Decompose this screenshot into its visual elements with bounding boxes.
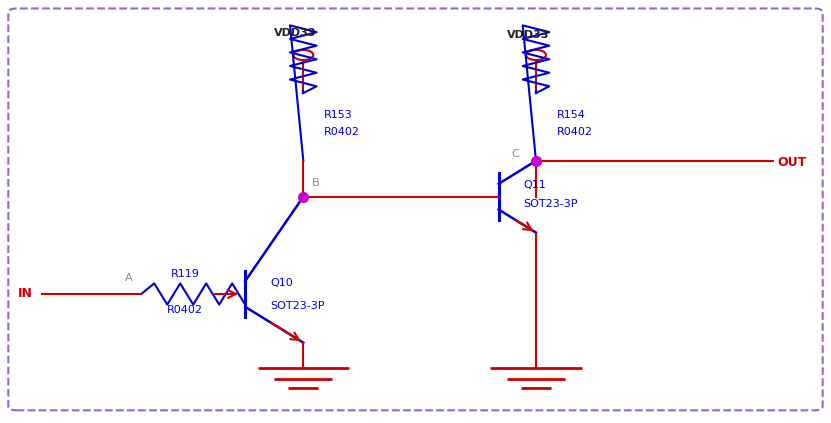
Text: R153: R153: [324, 110, 353, 121]
Text: IN: IN: [18, 288, 33, 300]
Text: B: B: [312, 178, 319, 188]
Text: VDD33: VDD33: [507, 30, 548, 40]
Text: R0402: R0402: [324, 127, 360, 137]
Text: R154: R154: [557, 110, 586, 121]
Text: VDD33: VDD33: [274, 28, 316, 38]
Text: A: A: [125, 273, 132, 283]
Text: C: C: [511, 148, 519, 159]
Text: Q10: Q10: [270, 277, 293, 288]
Text: R119: R119: [170, 269, 199, 279]
Text: R0402: R0402: [557, 127, 593, 137]
Text: OUT: OUT: [777, 157, 806, 169]
Text: R0402: R0402: [167, 305, 203, 315]
Text: Q11: Q11: [524, 180, 546, 190]
Text: SOT23-3P: SOT23-3P: [524, 199, 578, 209]
Text: SOT23-3P: SOT23-3P: [270, 301, 325, 311]
